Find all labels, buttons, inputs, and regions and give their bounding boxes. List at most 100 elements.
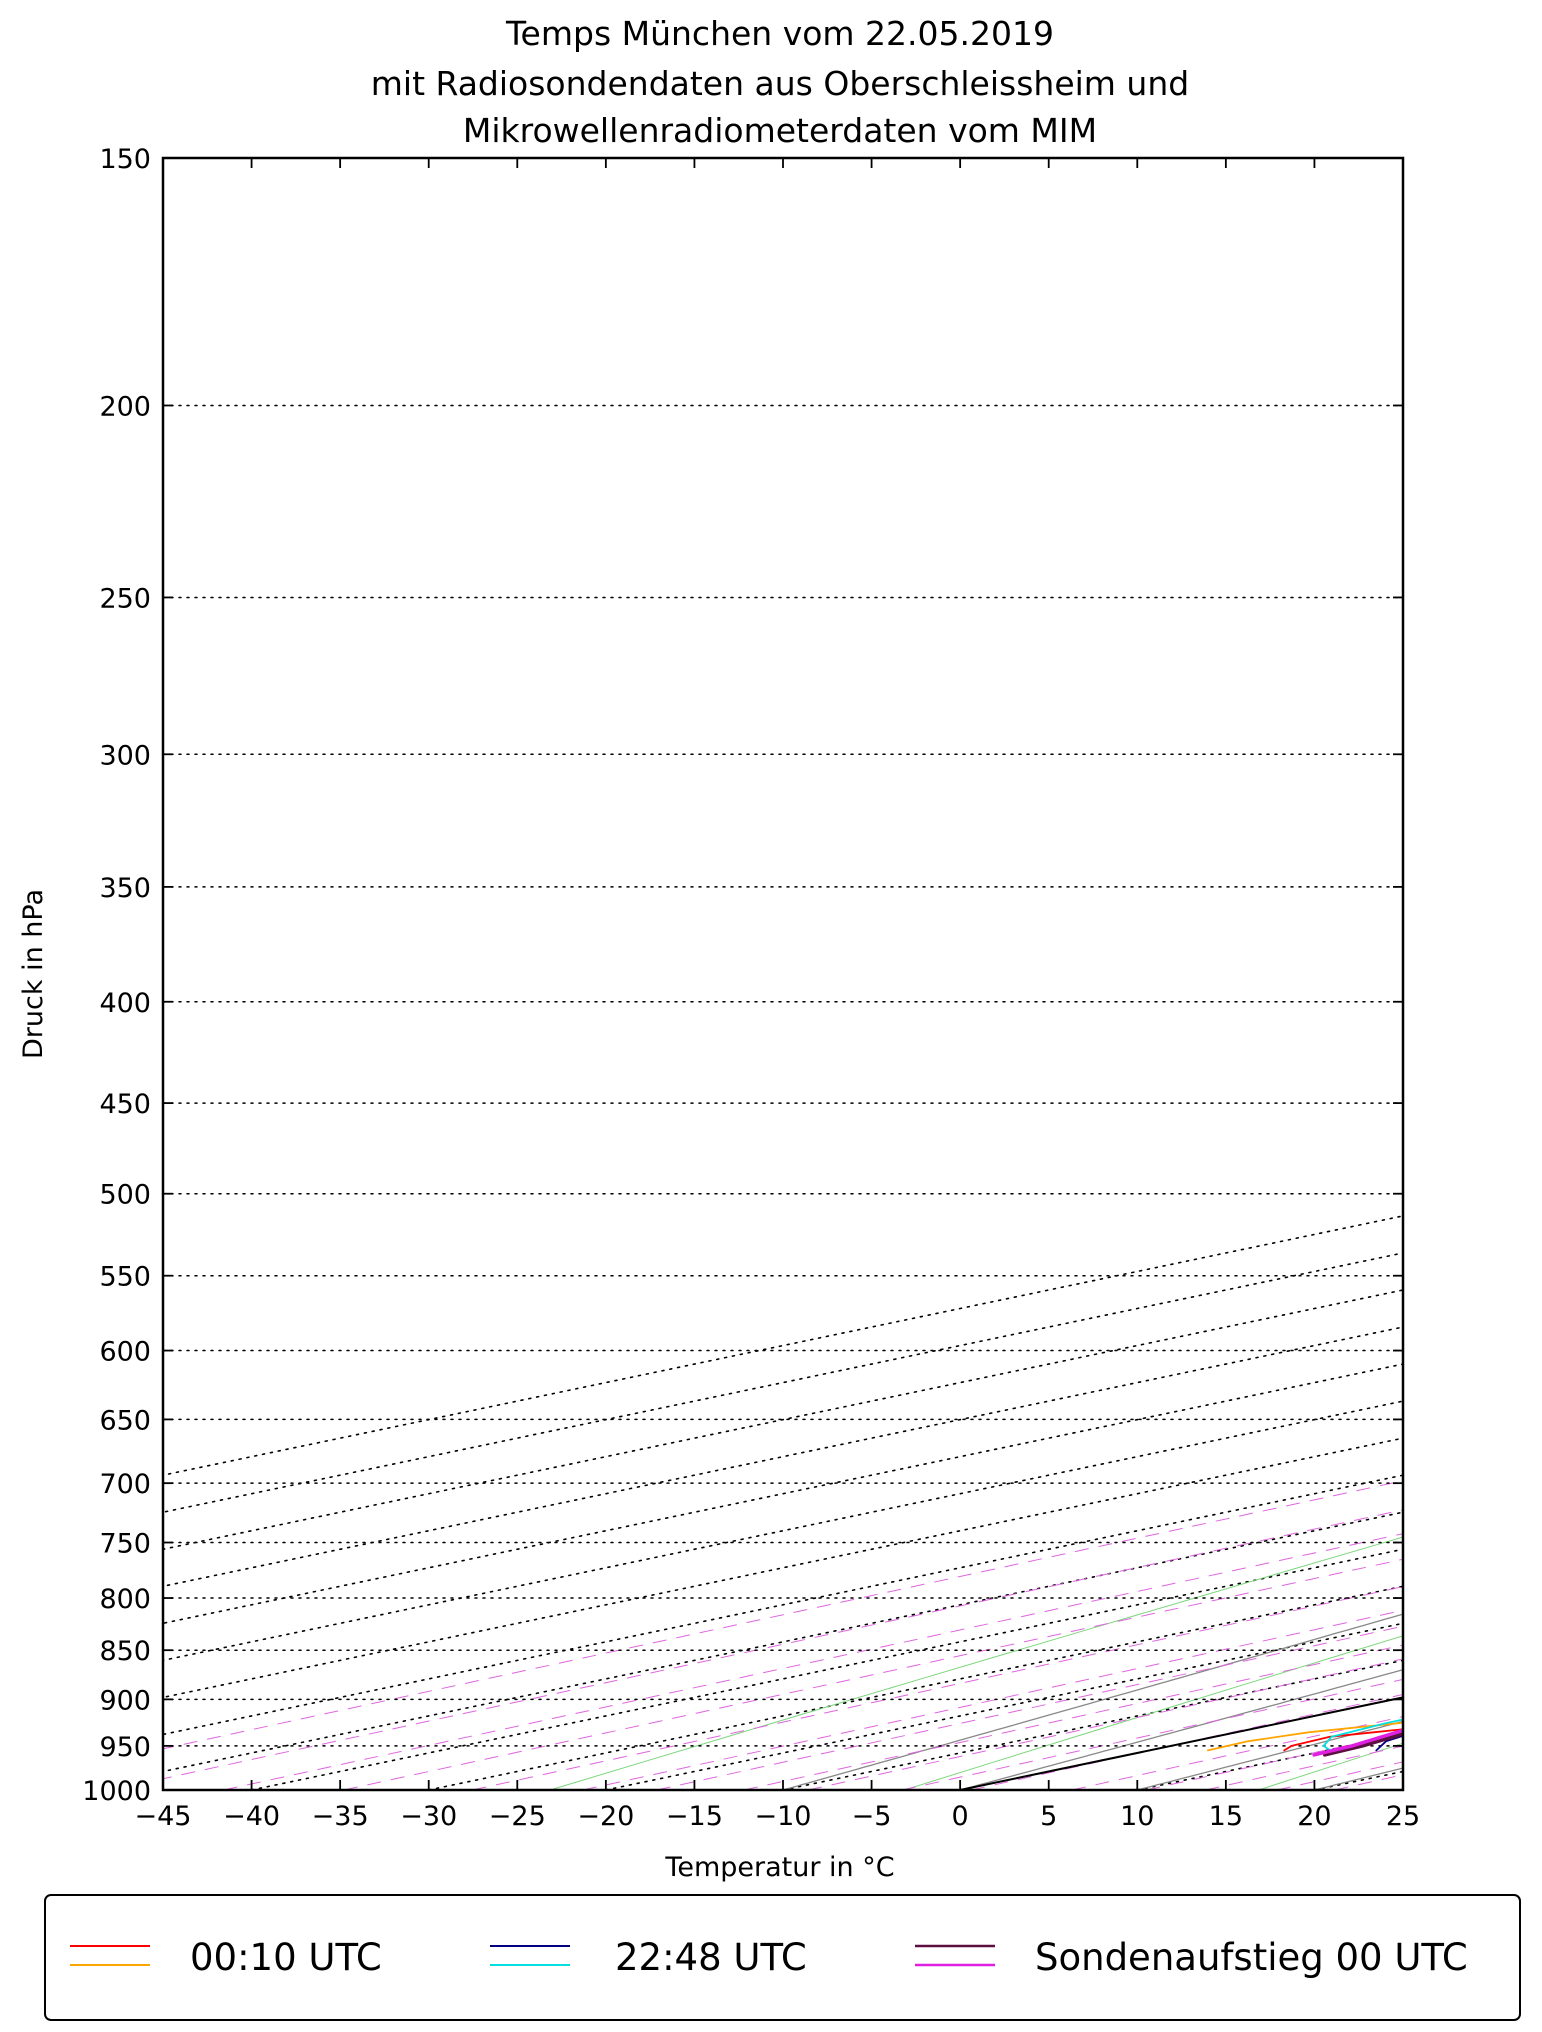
x-tick-label: 25 (1386, 1801, 1420, 1832)
isotherm-line (782, 1659, 1403, 1790)
x-tick-label: −15 (666, 1801, 723, 1832)
moist-adiabat-line (1137, 1720, 1403, 1790)
y-tick-label: 600 (99, 1337, 151, 1368)
mixing-ratio-line (1516, 405, 1542, 1790)
y-tick-label: 250 (99, 583, 151, 614)
moist-adiabat-line (959, 1668, 1403, 1790)
isotherm-line (1136, 1733, 1403, 1790)
y-axis-label: Druck in hPa (18, 889, 49, 1059)
mixing-ratio-line (808, 1658, 1403, 1790)
y-tick-label: 900 (99, 1685, 151, 1716)
y-axis-ticks: 1000 950 900 850 800 750 700 650 600 550 500 450 400… (82, 144, 1403, 1807)
dry-adiabat-line (1258, 1742, 1403, 1790)
mixing-ratio-line (163, 1509, 1403, 1780)
x-axis-label: Temperatur in °C (664, 1852, 894, 1883)
moist-adiabat-line (1492, 158, 1542, 1790)
y-tick-label: 300 (99, 740, 151, 771)
isotherm-line (163, 1289, 1403, 1551)
y-tick-label: 450 (99, 1089, 151, 1120)
x-tick-label: −5 (852, 1801, 892, 1832)
y-tick-label: 550 (99, 1262, 151, 1293)
x-tick-label: 0 (952, 1801, 969, 1832)
profile-line (1322, 1732, 1403, 1757)
mixing-ratio-line (1276, 1761, 1403, 1790)
isotherm-line (163, 1474, 1403, 1736)
mixing-ratio-line (1146, 1732, 1403, 1790)
legend: 00:10 UTC 22:48 UTC Sondenaufstieg 00 UT… (44, 1894, 1521, 2021)
legend-entry-0010: 00:10 UTC (70, 1936, 382, 1979)
mixing-ratio-line (1463, 405, 1542, 1790)
isotherm-line (163, 1437, 1403, 1699)
mixing-ratio-line (1205, 1745, 1403, 1790)
mixing-ratio-line (1071, 1716, 1403, 1790)
zero-degree-isotherm (959, 1696, 1403, 1790)
isotherm-line (163, 1363, 1403, 1625)
grid-lines (163, 404, 1403, 1747)
x-axis-ticks: −45 −40 −35 −30 −25 −20 −15 −10 −5 0 5 10 15 20 25 (135, 158, 1420, 1832)
chart-title-line-2: mit Radiosondendaten aus Oberschleisshei… (371, 64, 1189, 103)
y-tick-label: 950 (99, 1732, 151, 1763)
chart-title-line-3: Mikrowellenradiometerdaten vom MIM (463, 111, 1097, 150)
y-tick-label: 350 (99, 873, 151, 904)
mixing-ratio-line (901, 1678, 1403, 1790)
y-tick-label: 750 (99, 1529, 151, 1560)
mixing-ratio-line (1397, 1788, 1403, 1790)
mixing-ratio-line (472, 1586, 1403, 1790)
isotherm-line (605, 1622, 1403, 1790)
plot-frame (161, 156, 1405, 1792)
legend-label-0010: 00:10 UTC (190, 1936, 382, 1979)
y-tick-label: 200 (99, 391, 151, 422)
background-lines (163, 158, 1542, 1790)
y-tick-label: 850 (99, 1636, 151, 1667)
y-tick-label: 650 (99, 1405, 151, 1436)
mixing-ratio-line (1334, 1774, 1403, 1790)
x-tick-label: −40 (223, 1801, 280, 1832)
x-tick-label: −30 (400, 1801, 457, 1832)
x-tick-label: 5 (1040, 1801, 1057, 1832)
y-tick-label: 800 (99, 1584, 151, 1615)
isotherm-line (163, 1252, 1403, 1514)
mixing-ratio-line (163, 1480, 1403, 1750)
y-tick-label: 150 (99, 144, 151, 175)
mixing-ratio-line (656, 1625, 1403, 1790)
isotherm-line (1313, 1770, 1403, 1790)
series-lines (1207, 1718, 1403, 1757)
x-tick-label: −45 (135, 1801, 192, 1832)
dry-adiabat-line (904, 1635, 1403, 1790)
x-tick-label: −20 (577, 1801, 634, 1832)
profile-line (1207, 1721, 1403, 1752)
x-tick-label: −35 (312, 1801, 369, 1832)
x-tick-label: 15 (1209, 1801, 1243, 1832)
y-tick-label: 1000 (82, 1776, 151, 1807)
isotherm-line (163, 1215, 1403, 1477)
isotherm-line (163, 1400, 1403, 1662)
profile-line (1375, 1734, 1403, 1752)
x-tick-label: 20 (1297, 1801, 1331, 1832)
legend-label-2248: 22:48 UTC (615, 1936, 807, 1979)
y-tick-label: 700 (99, 1469, 151, 1500)
chart-title-line-1: Temps München vom 22.05.2019 (505, 14, 1054, 53)
moist-adiabat-line (782, 1613, 1403, 1790)
isotherm-line (250, 1548, 1403, 1790)
mixing-ratio-line (743, 1644, 1403, 1790)
legend-label-sonde: Sondenaufstieg 00 UTC (1035, 1936, 1468, 1979)
profile-line (1312, 1728, 1403, 1757)
x-tick-label: −25 (489, 1801, 546, 1832)
legend-entry-sonde: Sondenaufstieg 00 UTC (915, 1936, 1468, 1979)
isotherm-line (163, 1326, 1403, 1588)
isotherm-line (959, 1696, 1403, 1790)
isotherm-line (163, 1511, 1403, 1773)
mixing-ratio-line (223, 1533, 1403, 1790)
x-tick-label: 10 (1120, 1801, 1154, 1832)
moist-adiabat-line (1314, 1767, 1403, 1790)
x-tick-label: −10 (755, 1801, 812, 1832)
dry-adiabat-line (549, 1536, 1403, 1790)
mixing-ratio-line (970, 1693, 1403, 1790)
legend-entry-2248: 22:48 UTC (490, 1936, 807, 1979)
profile-line (1322, 1718, 1403, 1752)
y-tick-label: 400 (99, 988, 151, 1019)
mixing-ratio-line (582, 1609, 1403, 1790)
legend-frame (44, 1894, 1521, 2021)
mixing-ratio-line (343, 1558, 1403, 1790)
